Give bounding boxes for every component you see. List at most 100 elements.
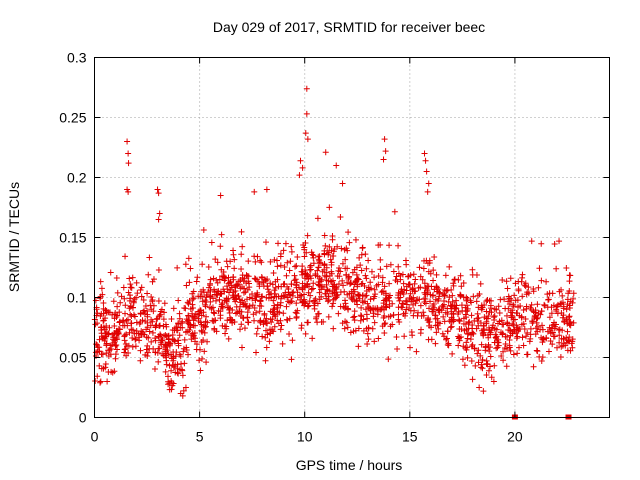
data-point	[111, 330, 118, 337]
data-point	[403, 306, 410, 313]
data-point	[181, 336, 188, 343]
data-point	[477, 280, 484, 287]
data-point	[395, 295, 402, 302]
data-point	[209, 304, 216, 311]
data-point	[159, 350, 166, 357]
data-point	[156, 322, 163, 329]
data-point	[277, 326, 284, 333]
data-point	[288, 243, 295, 250]
data-point	[166, 341, 173, 348]
data-point	[541, 301, 548, 308]
data-point	[352, 236, 359, 243]
data-point	[443, 336, 450, 343]
y-axis-label: SRMTID / TECUs	[6, 182, 22, 292]
data-point	[547, 329, 554, 336]
data-point	[131, 296, 138, 303]
data-point	[559, 292, 566, 299]
data-point	[328, 261, 335, 268]
data-point	[485, 324, 492, 331]
data-point	[343, 319, 350, 326]
data-point	[144, 319, 151, 326]
data-point	[417, 302, 424, 309]
data-point	[129, 274, 136, 281]
data-point	[407, 290, 414, 297]
data-point	[477, 352, 484, 359]
data-point	[190, 322, 197, 329]
data-point	[168, 315, 175, 322]
data-point	[383, 290, 390, 297]
data-point	[280, 247, 287, 254]
data-point	[535, 284, 542, 291]
data-point	[377, 266, 384, 273]
data-point	[490, 378, 497, 385]
data-point	[461, 362, 468, 369]
data-point	[339, 260, 346, 267]
data-point	[475, 314, 482, 321]
data-point	[274, 263, 281, 270]
data-point	[309, 251, 316, 258]
data-point	[515, 326, 522, 333]
data-point	[148, 338, 155, 345]
data-point	[180, 345, 187, 352]
data-point	[264, 286, 271, 293]
data-point	[205, 284, 212, 291]
data-point	[394, 345, 401, 352]
data-point	[347, 329, 354, 336]
data-point	[514, 310, 521, 317]
data-point	[422, 300, 429, 307]
data-point	[407, 307, 414, 314]
data-point	[186, 279, 193, 286]
data-point	[435, 325, 442, 332]
data-point	[294, 294, 301, 301]
data-point	[110, 298, 117, 305]
data-point	[144, 352, 151, 359]
data-point	[395, 263, 402, 270]
data-point	[334, 291, 341, 298]
data-point	[283, 272, 290, 279]
data-point	[465, 319, 472, 326]
data-point	[123, 343, 130, 350]
data-point	[295, 284, 302, 291]
data-point	[285, 291, 292, 298]
data-point	[322, 242, 329, 249]
data-point	[246, 303, 253, 310]
data-point	[315, 256, 322, 263]
data-point	[458, 283, 465, 290]
data-point	[98, 285, 105, 292]
data-point	[282, 240, 289, 247]
data-point	[208, 239, 215, 246]
data-point	[362, 293, 369, 300]
data-point	[281, 264, 288, 271]
data-point	[158, 337, 165, 344]
data-point	[532, 307, 539, 314]
data-point	[112, 351, 119, 358]
data-point	[97, 313, 104, 320]
data-point	[301, 246, 308, 253]
data-point	[382, 296, 389, 303]
data-point	[205, 289, 212, 296]
data-point	[229, 292, 236, 299]
data-point	[221, 323, 228, 330]
data-point	[292, 263, 299, 270]
data-point	[239, 314, 246, 321]
data-point	[426, 305, 433, 312]
data-point	[556, 339, 563, 346]
data-point	[308, 286, 315, 293]
data-point	[111, 339, 118, 346]
data-point	[264, 283, 271, 290]
data-point	[105, 347, 112, 354]
data-point	[461, 327, 468, 334]
data-point	[103, 329, 110, 336]
data-point	[370, 295, 377, 302]
data-point	[568, 340, 575, 347]
data-point	[491, 316, 498, 323]
data-point	[421, 295, 428, 302]
data-point	[279, 340, 286, 347]
data-point	[432, 340, 439, 347]
data-point	[105, 352, 112, 359]
data-point	[180, 348, 187, 355]
data-point	[197, 293, 204, 300]
data-point	[358, 267, 365, 274]
data-point	[226, 279, 233, 286]
data-point	[221, 274, 228, 281]
